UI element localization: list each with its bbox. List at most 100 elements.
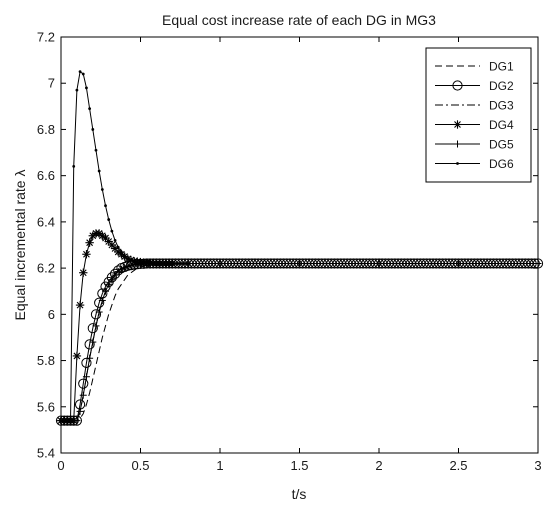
- series-dg5-point: [375, 259, 383, 267]
- series-dg6-point: [81, 72, 85, 76]
- legend-item-dg3-label: DG3: [489, 99, 514, 113]
- y-tick-label: 6: [48, 307, 55, 322]
- x-tick-label: 2: [375, 458, 382, 473]
- legend-item-dg1-label: DG1: [489, 60, 514, 74]
- y-tick-label: 6.6: [37, 168, 55, 183]
- y-axis-ticks: 5.4 5.6 5.8 6 6.2 6.4 6.6 6.8 7 7.2: [37, 30, 538, 461]
- series-dg2-point: [78, 378, 89, 389]
- legend-item-dg6-point: [456, 162, 459, 165]
- x-tick-label: 0: [57, 458, 64, 473]
- series-dg6-point: [120, 250, 123, 254]
- series-dg6-point: [100, 188, 104, 191]
- series-dg6-point: [129, 259, 133, 262]
- x-tick-label: 0.5: [131, 458, 149, 473]
- series-dg6-point: [97, 169, 101, 173]
- series-dg5-point: [86, 354, 94, 362]
- series-dg6-point: [164, 262, 168, 265]
- series-dg6-point: [142, 261, 146, 265]
- series-dg6: [59, 70, 190, 423]
- series-dg6-point: [65, 419, 69, 423]
- legend: DG1 DG2 DG3 DG4 DG5 DG6: [425, 47, 532, 183]
- x-tick-label: 1: [216, 458, 223, 473]
- y-tick-label: 5.4: [37, 446, 55, 461]
- series-dg5-point: [455, 259, 462, 267]
- legend-item-dg5: DG5: [435, 138, 514, 152]
- series-dg4-point: [72, 351, 82, 361]
- series-dg6-point: [145, 261, 149, 265]
- series-dg5-point: [534, 259, 542, 267]
- series-dg6-point: [85, 86, 88, 90]
- series-dg6-point: [132, 260, 136, 264]
- series-dg5-point: [127, 261, 135, 269]
- series-dg5-point: [296, 259, 303, 267]
- series-dg4-point: [75, 300, 85, 310]
- series-dg6-point: [139, 261, 142, 265]
- series-dg5-point: [98, 296, 106, 304]
- series-dg5-point: [117, 265, 125, 273]
- legend-item-dg5-point: [454, 140, 461, 148]
- series-dg6-point: [110, 229, 114, 233]
- series-layer: [55, 70, 544, 426]
- series-dg6-point: [59, 419, 63, 423]
- y-axis-label: Equal incremental rate λ: [12, 170, 28, 321]
- y-tick-label: 7: [48, 76, 55, 91]
- series-dg5-point: [121, 264, 129, 272]
- legend-item-dg6: DG6: [435, 157, 514, 171]
- y-tick-label: 6.8: [37, 122, 55, 137]
- series-dg6-point: [135, 260, 139, 264]
- legend-item-dg4: DG4: [435, 118, 514, 132]
- legend-item-dg1: DG1: [435, 60, 514, 74]
- series-dg6-point: [91, 128, 95, 131]
- series-dg2-point: [84, 339, 95, 350]
- series-dg2-point: [94, 297, 105, 308]
- series-dg2-point: [87, 323, 98, 334]
- series-dg6-point: [167, 262, 171, 265]
- series-dg5-point: [216, 259, 224, 267]
- series-dg6-point: [180, 262, 184, 265]
- series-dg6-point: [151, 262, 155, 265]
- legend-item-dg2-point: [452, 80, 463, 91]
- series-dg4-point: [79, 268, 88, 277]
- legend-box: [425, 47, 532, 183]
- series-dg5-point: [89, 338, 97, 346]
- legend-item-dg3: DG3: [435, 99, 514, 113]
- series-dg6-point: [107, 218, 111, 221]
- x-axis-ticks: 0 0.5 1 1.5 2 2.5 3: [57, 37, 542, 473]
- series-dg5-point: [124, 262, 132, 270]
- series-dg5-point: [76, 407, 84, 415]
- series-dg6-point: [72, 165, 76, 168]
- series-dg6-point: [126, 257, 130, 261]
- series-dg6-point: [158, 262, 161, 265]
- series-dg6-point: [75, 88, 79, 92]
- series-dg6-point: [104, 204, 107, 208]
- series-dg6-point: [116, 245, 120, 249]
- series-dg6-point: [113, 238, 117, 242]
- series-dg5-point: [82, 373, 90, 381]
- series-dg6-point: [148, 262, 152, 265]
- series-dg6-point: [78, 70, 82, 74]
- y-tick-label: 5.8: [37, 353, 55, 368]
- series-dg6-point: [69, 419, 72, 423]
- series-dg6-point: [155, 262, 158, 265]
- series-dg5-point: [95, 308, 103, 316]
- series-dg6-point: [170, 262, 174, 265]
- legend-item-dg5-label: DG5: [489, 138, 514, 152]
- series-dg5-point: [79, 391, 87, 399]
- series-dg6-point: [94, 148, 98, 152]
- series-dg5-point: [108, 276, 116, 284]
- series-dg6-point: [123, 255, 126, 258]
- series-dg6-point: [183, 262, 187, 265]
- x-tick-label: 3: [534, 458, 541, 473]
- series-dg6-point: [88, 107, 92, 111]
- chart-title: Equal cost increase rate of each DG in M…: [162, 12, 436, 28]
- series-dg5-point: [105, 280, 113, 288]
- legend-item-dg2-label: DG2: [489, 79, 514, 93]
- x-tick-label: 2.5: [449, 458, 467, 473]
- series-dg4-point: [82, 250, 91, 259]
- series-dg6-point: [62, 419, 66, 423]
- series-dg5-point: [102, 287, 110, 295]
- y-tick-label: 5.6: [37, 399, 55, 414]
- series-dg5-point: [92, 322, 100, 330]
- legend-item-dg4-label: DG4: [489, 118, 514, 132]
- y-tick-label: 6.4: [37, 214, 55, 229]
